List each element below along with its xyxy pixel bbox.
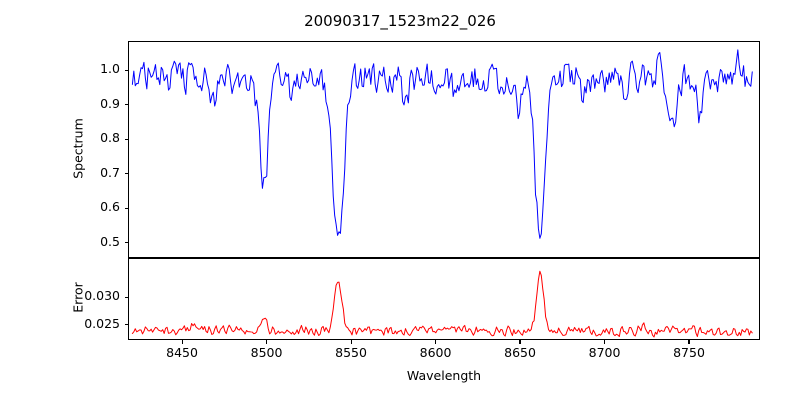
x-tickmark [266,340,268,344]
spectrum-y-tick-label: 0.5 [100,233,120,249]
spectrum-line [132,50,752,238]
x-tickmark [181,340,183,344]
error-y-tickmark [124,296,128,298]
x-tick-label: 8600 [419,345,452,360]
spectrum-y-tickmark [124,138,128,140]
x-tick-label: 8750 [673,345,705,360]
error-y-tick-label: 0.030 [84,288,120,304]
x-tickmark [519,340,521,344]
x-tick-label: 8700 [588,345,621,360]
x-tickmark [688,340,690,344]
x-tickmark [435,340,437,344]
x-tickmark [350,340,352,344]
spectrum-plot-area [129,42,759,257]
x-tick-label: 8650 [504,345,536,360]
x-tick-label: 8550 [335,345,367,360]
error-axes [128,258,760,340]
spectrum-y-tick-label: 0.7 [100,164,120,180]
spectrum-y-tickmark [124,173,128,175]
spectrum-y-tick-label: 0.6 [100,199,120,215]
error-plot-area [129,259,759,339]
error-y-tick-label: 0.025 [84,315,120,331]
error-y-tickmark [124,324,128,326]
spectrum-axes [128,41,760,258]
x-axis-label: Wavelength [406,368,482,383]
spectrum-y-tick-label: 0.9 [100,95,120,111]
x-tickmark [603,340,606,344]
x-tick-label: 8500 [250,345,283,360]
spectrum-y-tickmark [124,207,128,209]
error-line [132,271,752,337]
figure-title: 20090317_1523m22_026 [304,12,496,30]
x-tick-label: 8450 [166,345,198,360]
spectrum-y-tickmark [124,69,128,71]
spectrum-y-tick-label: 0.8 [100,130,120,146]
spectrum-y-tickmark [124,241,128,244]
spectrum-y-tick-label: 1.0 [100,61,120,77]
spectrum-y-tickmark [124,104,128,106]
